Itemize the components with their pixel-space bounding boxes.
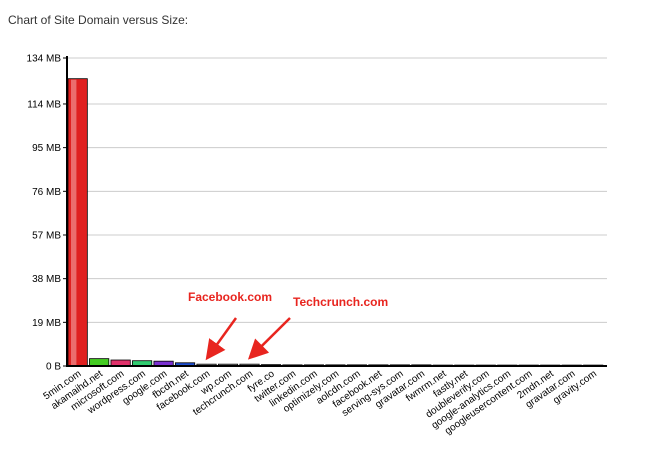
- annotation-arrow: [247, 317, 291, 360]
- axes: [66, 56, 607, 367]
- y-tick-label: 19 MB: [32, 318, 61, 329]
- y-tick-label: 0 B: [46, 362, 61, 373]
- y-axis-ticks: 0 B 19 MB 38 MB 57 MB 76 MB 95 MB 114 MB 134 MB: [27, 54, 67, 373]
- annotations: Facebook.com Techcrunch.com: [188, 290, 388, 361]
- bar-highlight: [71, 79, 77, 366]
- annotation-arrow: [205, 317, 238, 361]
- bars: [67, 78, 604, 367]
- x-axis-ticks: 5min.comakamaihd.netmicrosoft.comwordpre…: [42, 368, 599, 437]
- annotation-label: Facebook.com: [188, 290, 272, 304]
- annotation-label: Techcrunch.com: [293, 295, 388, 309]
- y-tick-label: 134 MB: [27, 54, 62, 65]
- grid-lines: [67, 57, 607, 323]
- y-tick-label: 114 MB: [27, 99, 61, 110]
- bar: [67, 78, 88, 367]
- y-tick-label: 76 MB: [32, 187, 61, 198]
- y-tick-label: 95 MB: [32, 143, 61, 154]
- chart-title: Chart of Site Domain versus Size:: [8, 13, 189, 27]
- y-tick-label: 57 MB: [32, 230, 61, 241]
- bar: [89, 358, 110, 367]
- y-tick-label: 38 MB: [32, 274, 61, 285]
